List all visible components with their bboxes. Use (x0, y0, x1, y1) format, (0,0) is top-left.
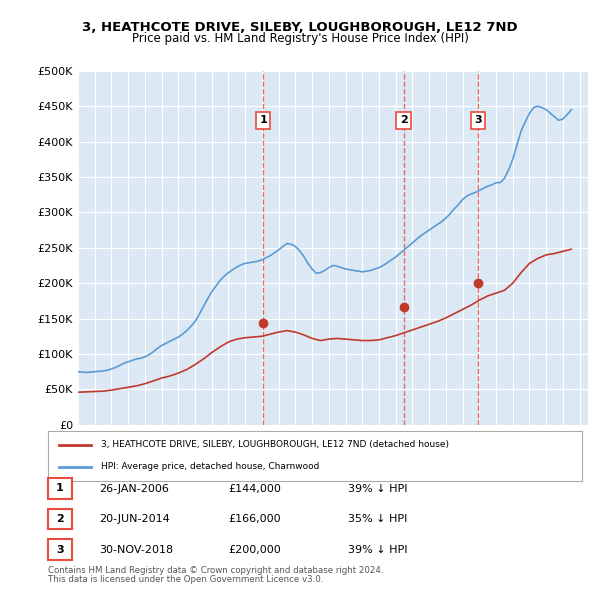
Text: 2: 2 (400, 116, 407, 125)
Text: 3, HEATHCOTE DRIVE, SILEBY, LOUGHBOROUGH, LE12 7ND: 3, HEATHCOTE DRIVE, SILEBY, LOUGHBOROUGH… (82, 21, 518, 34)
Text: 3: 3 (56, 545, 64, 555)
Text: 20-JUN-2014: 20-JUN-2014 (99, 514, 170, 524)
Text: 1: 1 (259, 116, 267, 125)
Text: 26-JAN-2006: 26-JAN-2006 (99, 484, 169, 493)
Text: 2: 2 (56, 514, 64, 524)
Text: £144,000: £144,000 (228, 484, 281, 493)
Text: £166,000: £166,000 (228, 514, 281, 524)
Text: HPI: Average price, detached house, Charnwood: HPI: Average price, detached house, Char… (101, 463, 320, 471)
Text: Price paid vs. HM Land Registry's House Price Index (HPI): Price paid vs. HM Land Registry's House … (131, 32, 469, 45)
Text: 30-NOV-2018: 30-NOV-2018 (99, 545, 173, 555)
Text: 3, HEATHCOTE DRIVE, SILEBY, LOUGHBOROUGH, LE12 7ND (detached house): 3, HEATHCOTE DRIVE, SILEBY, LOUGHBOROUGH… (101, 440, 449, 449)
Text: 39% ↓ HPI: 39% ↓ HPI (348, 484, 407, 493)
Text: 1: 1 (56, 483, 64, 493)
Text: Contains HM Land Registry data © Crown copyright and database right 2024.: Contains HM Land Registry data © Crown c… (48, 566, 383, 575)
Text: 3: 3 (474, 116, 482, 125)
Text: 35% ↓ HPI: 35% ↓ HPI (348, 514, 407, 524)
Text: This data is licensed under the Open Government Licence v3.0.: This data is licensed under the Open Gov… (48, 575, 323, 584)
Text: £200,000: £200,000 (228, 545, 281, 555)
Text: 39% ↓ HPI: 39% ↓ HPI (348, 545, 407, 555)
